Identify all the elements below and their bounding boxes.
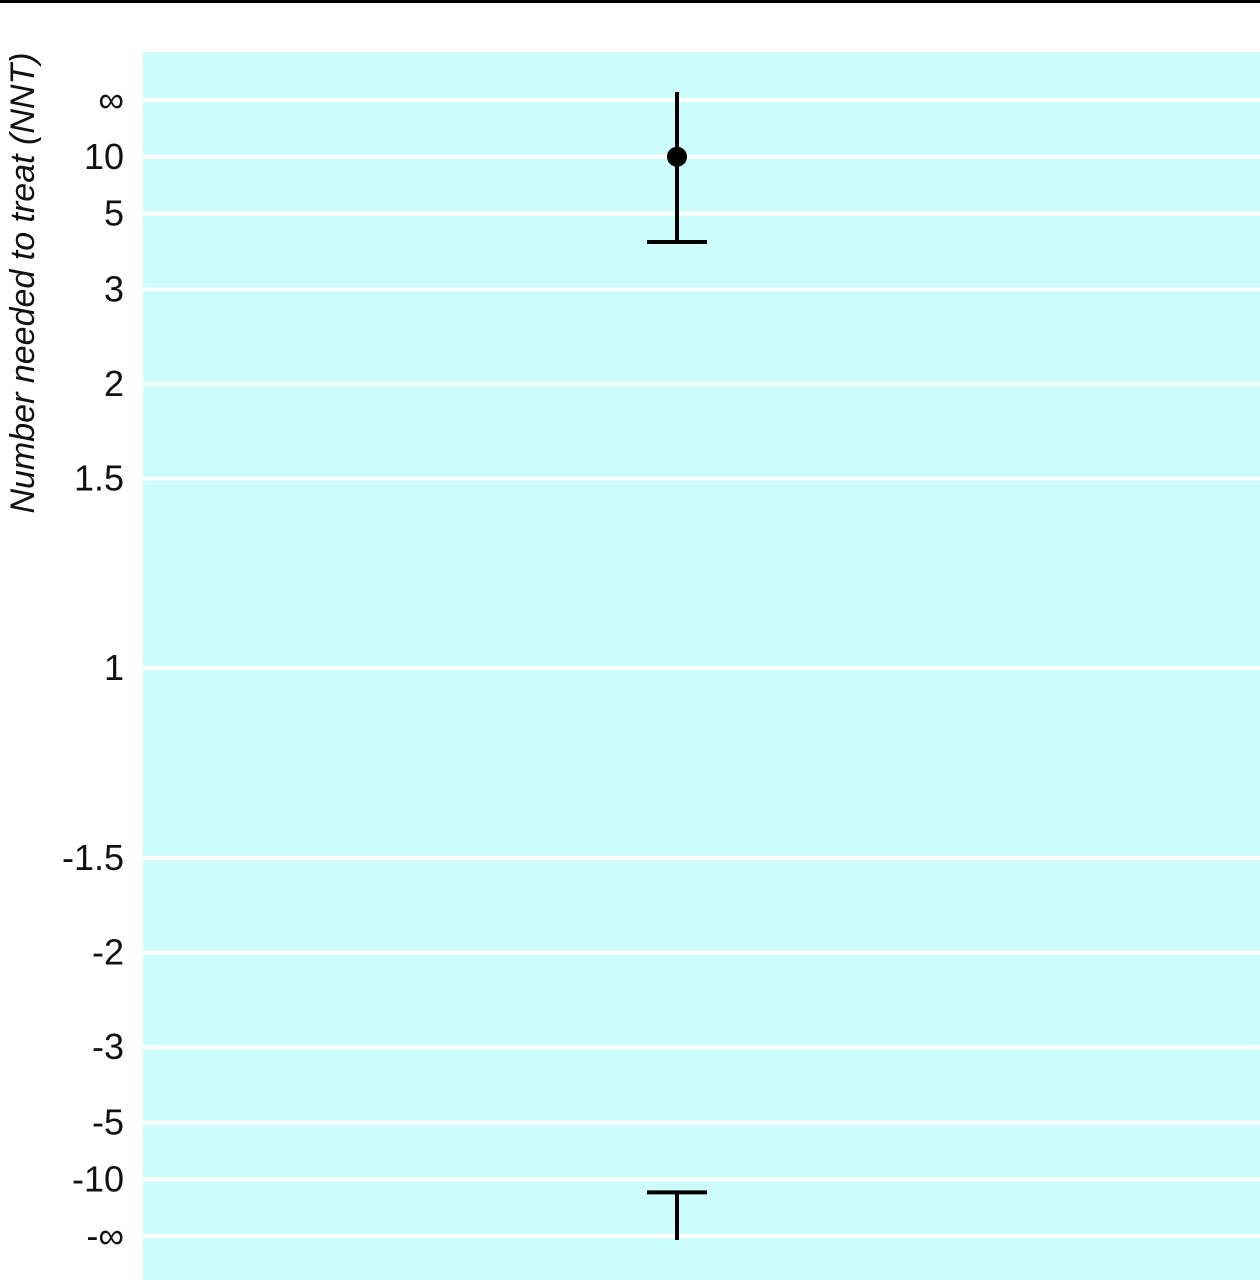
y-tick-label: 1.5 — [74, 458, 124, 499]
top-rule — [0, 0, 1260, 3]
y-tick-label: -1.5 — [62, 837, 124, 878]
y-tick-label: -3 — [92, 1026, 124, 1067]
nnt-point-0 — [667, 146, 687, 167]
y-tick-label: 10 — [84, 136, 124, 177]
y-tick-label: 3 — [104, 268, 124, 309]
gridlines — [143, 98, 1260, 1238]
y-tick-label: -∞ — [86, 1215, 124, 1256]
y-tick-label: -10 — [72, 1158, 124, 1199]
y-axis-title: Number needed to treat (NNT) — [4, 52, 42, 513]
y-tick-label: -5 — [92, 1102, 124, 1143]
data-marks — [647, 92, 707, 1240]
y-tick-label: 2 — [104, 363, 124, 404]
y-tick-labels: ∞ 10 5 3 2 1.5 1 -1.5 -2 -3 -5 -10 -∞ — [62, 79, 124, 1256]
y-tick-label: -2 — [92, 932, 124, 973]
y-tick-label: ∞ — [98, 79, 124, 120]
y-tick-label: 5 — [104, 193, 124, 234]
y-tick-label: 1 — [104, 647, 124, 688]
